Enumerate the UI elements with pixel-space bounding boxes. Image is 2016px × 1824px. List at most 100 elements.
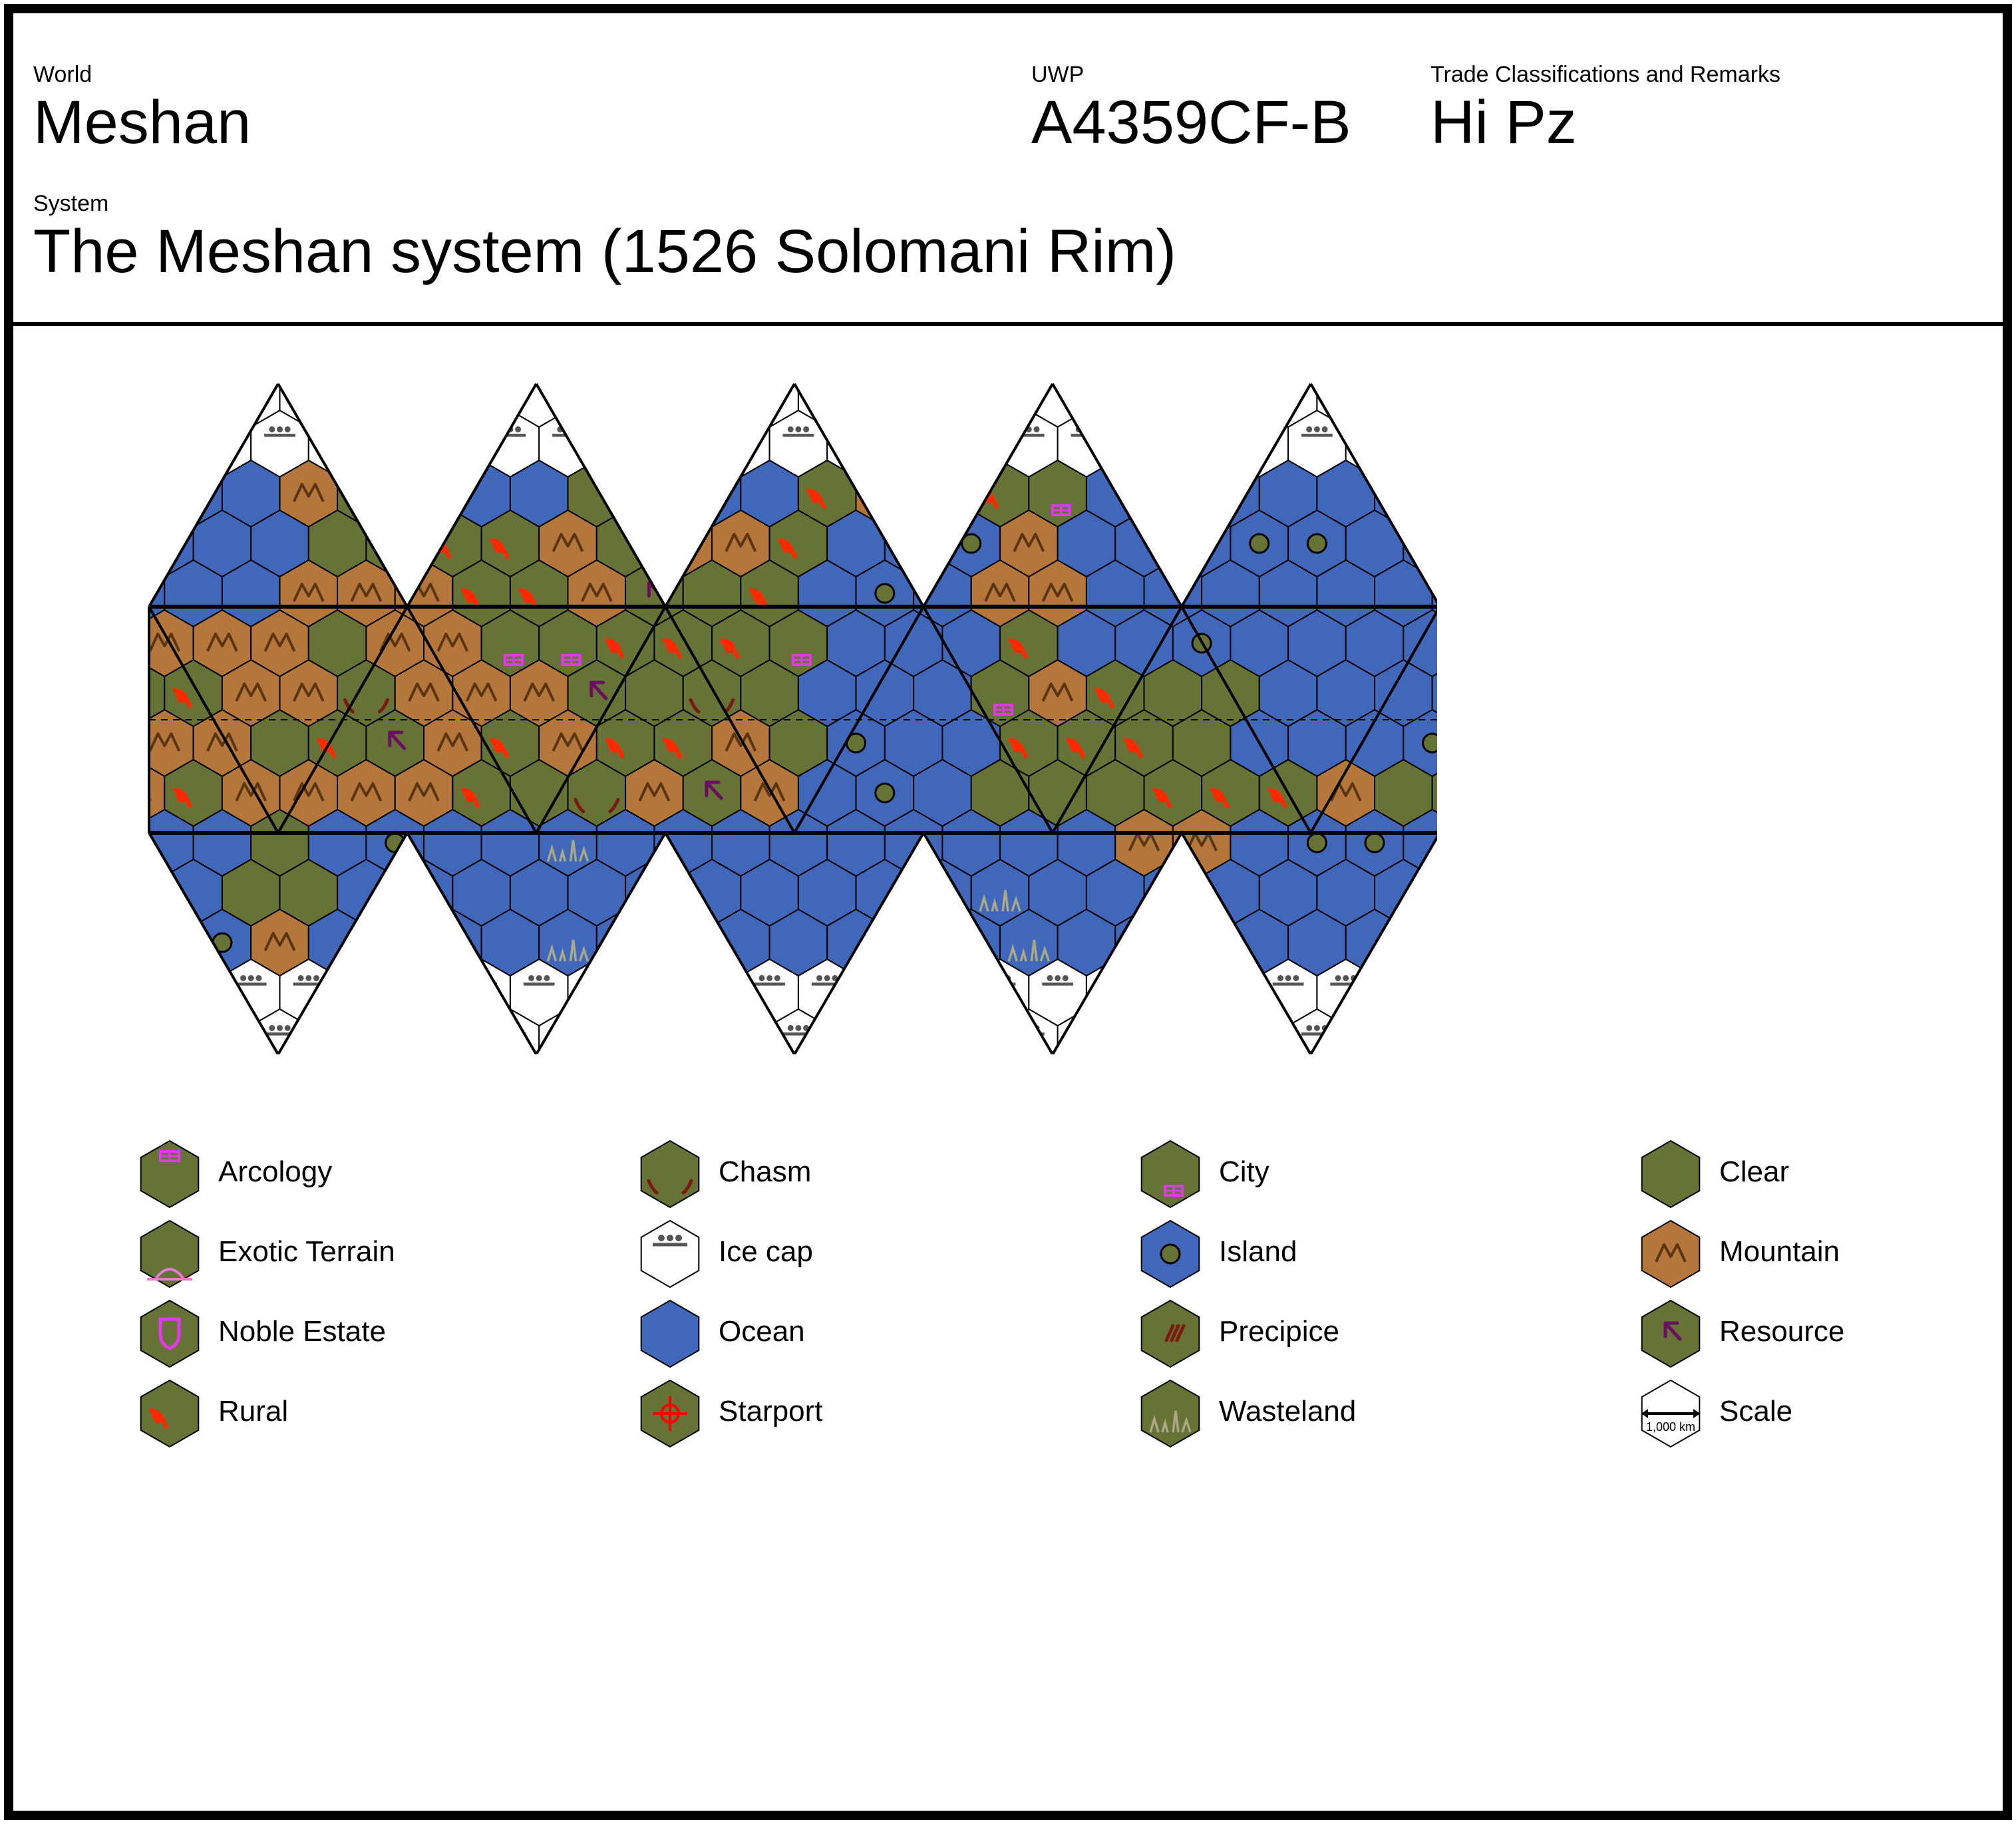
world-header: World Meshan UWP A4359CF-B Trade Classif… [13,13,2003,326]
map-hex-icecap [653,1008,713,1054]
map-hex-icecap [1374,384,1433,428]
map-hex-icecap [567,384,627,428]
legend-item-clear: Clear [1634,1138,2016,1211]
map-hex-icecap [711,1008,770,1054]
map-hex-icecap [164,384,223,428]
map-legend: Arcology Chasm City Clear Exotic Terrain Ice … [133,1138,1930,1457]
map-hex-clear [1114,708,1174,778]
legend-label-ocean: Ocean [719,1315,805,1348]
ocean-icon [640,1299,700,1368]
map-hex-ocean [884,908,943,977]
uwp-value: A4359CF-B [1031,88,1351,156]
map-hex-mountain [133,710,136,776]
map-hex-icecap [149,1008,194,1054]
map-hex-icecap [970,384,1030,428]
map-hex-icecap [1201,384,1260,428]
legend-item-ocean: Ocean [633,1297,1099,1370]
map-hex-icecap [913,384,972,428]
legend-label-resource: Resource [1719,1315,1845,1348]
map-hex-icecap [337,384,396,428]
chasm-icon [640,1140,700,1209]
map-hex-clear [797,459,857,528]
legend-label-rural: Rural [218,1395,289,1428]
map-hex-clear [1431,758,1437,828]
legend-label-clear: Clear [1719,1155,1790,1188]
map-hex-icecap [855,384,915,428]
world-label: World [33,62,92,87]
precipice-icon [1140,1299,1200,1368]
legend-item-city: City [1134,1138,1599,1211]
map-hex-icecap [149,409,194,478]
map-hex-icecap [1345,1008,1405,1054]
legend-label-starport: Starport [719,1395,823,1428]
system-field: System The Meshan system (1526 Solomani … [33,190,1176,285]
scale-value: 1,000 km [1646,1420,1695,1434]
map-hex-mountain [149,459,166,528]
legend-label-mountain: Mountain [1719,1235,1840,1268]
wasteland-icon [1140,1379,1200,1448]
map-hex-icecap [1230,1008,1289,1054]
map-hex-mountain [133,610,136,677]
map-hex-icecap [365,1008,425,1054]
legend-label-arcology: Arcology [218,1155,333,1188]
map-hex-icecap [1143,384,1203,428]
map-hex-icecap [192,1008,252,1054]
exotic-terrain-icon [140,1219,200,1289]
map-hex-ocean [149,858,166,927]
legend-item-mountain: Mountain [1634,1217,2016,1291]
legend-item-rural: Rural [133,1377,599,1450]
uwp-label: UWP [1031,62,1085,87]
map-hex-icecap [337,958,396,1027]
map-hex-icecap [394,958,454,1027]
map-hex-icecap [1172,1008,1232,1054]
map-hex-clear [365,708,425,778]
legend-item-wasteland: Wasteland [1134,1377,1599,1450]
map-hex-ocean [394,459,454,528]
legend-label-noble: Noble Estate [218,1315,386,1348]
trade-label: Trade Classifications and Remarks [1430,62,1780,87]
legend-item-precipice: Precipice [1134,1297,1599,1370]
legend-item-exotic: Exotic Terrain [133,1217,599,1291]
map-hex-icecap [595,409,655,478]
legend-label-icecap: Ice cap [719,1235,813,1268]
arcology-icon [140,1140,200,1209]
map-hex-icecap [422,1008,482,1054]
map-hex-island [1403,708,1437,778]
world-sheet: World Meshan UWP A4359CF-B Trade Classif… [4,4,2012,1820]
map-hex-ocean [365,908,425,977]
map-hex-icecap [1143,958,1203,1027]
map-hex-island [133,909,136,976]
legend-label-city: City [1219,1155,1269,1188]
map-hex-ocean [625,459,684,528]
map-hex-icecap [149,384,166,428]
legend-item-arcology: Arcology [133,1138,599,1211]
map-hex-icecap [1085,384,1145,428]
map-hex-icecap [913,958,972,1027]
legend-item-noble: Noble Estate [133,1297,599,1370]
mountain-icon [1641,1219,1701,1289]
map-hex-icecap [1374,958,1433,1027]
map-hex-icecap [625,958,684,1027]
legend-label-island: Island [1219,1235,1297,1268]
city-icon [1140,1140,1200,1209]
map-hex-ocean [133,810,136,876]
map-hex-clear [509,559,569,628]
map-hex-island [1403,908,1437,977]
map-hex-icecap [653,409,713,478]
map-hex-icecap [884,1008,943,1054]
map-hex-icecap [307,1008,367,1054]
legend-item-scale: 1,000 km Scale [1634,1377,2016,1450]
scale-icon: 1,000 km [1641,1379,1701,1448]
map-hex-icecap [452,384,511,428]
system-label: System [33,191,109,216]
uwp-field: UWP A4359CF-B [1031,61,1351,156]
map-hex-icecap [365,409,425,478]
map-hex-icecap [855,958,915,1027]
legend-label-precipice: Precipice [1219,1315,1339,1348]
map-hex-icecap [164,958,223,1027]
world-field: World Meshan [33,61,251,156]
legend-item-resource: Resource [1634,1297,2016,1370]
legend-label-chasm: Chasm [719,1155,812,1188]
map-hex-icecap [394,384,454,428]
map-hex-ocean [653,908,713,977]
